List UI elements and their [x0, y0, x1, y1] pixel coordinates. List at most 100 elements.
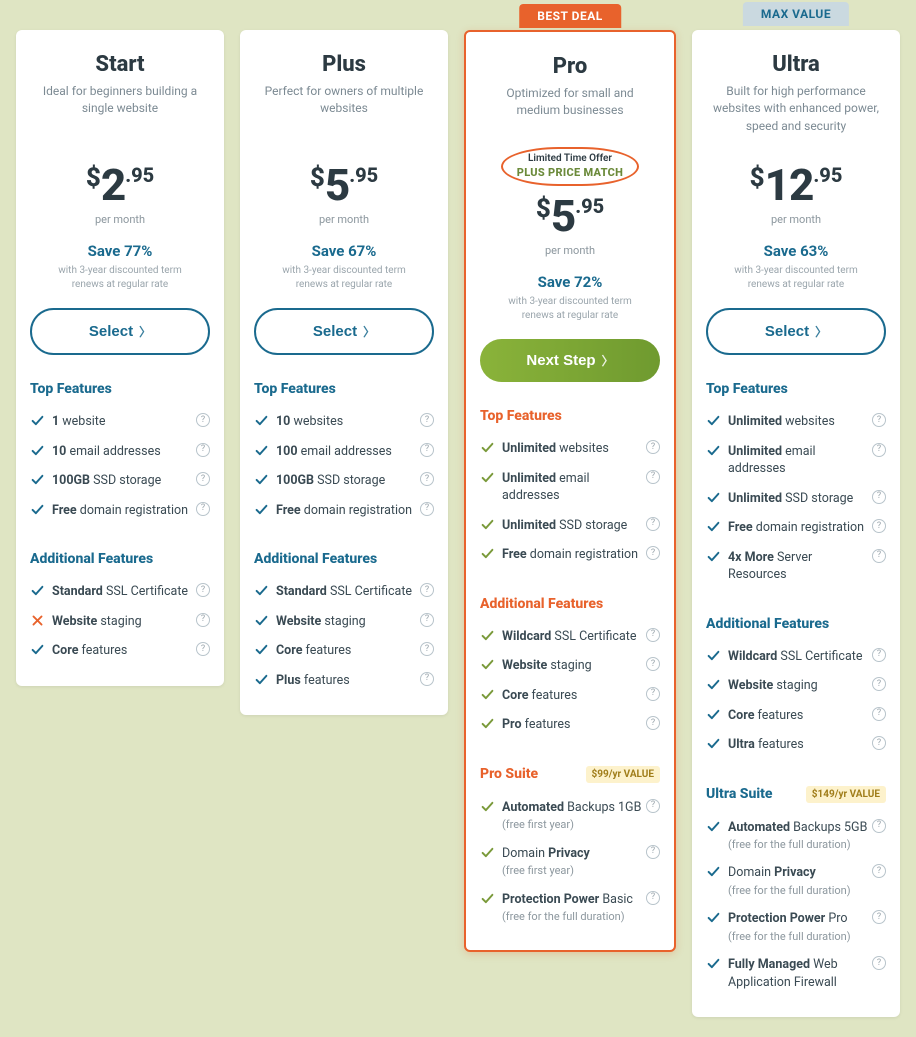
pricing-card-pro: BEST DEALProOptimized for small and medi… [464, 30, 676, 952]
suite-heading-row: Pro Suite$99/yr VALUE [480, 766, 660, 783]
help-icon[interactable]: ? [872, 648, 886, 662]
help-icon[interactable]: ? [420, 443, 434, 457]
suite-heading: Pro Suite [480, 766, 538, 782]
help-icon[interactable]: ? [872, 413, 886, 427]
help-icon[interactable]: ? [872, 519, 886, 533]
feature-pre: Domain [728, 865, 774, 880]
check-icon [706, 957, 720, 970]
feature-rest: Basic [599, 892, 633, 907]
suite-heading: Ultra Suite [706, 786, 773, 802]
plan-description: Perfect for owners of multiple websites [254, 83, 434, 137]
feature-text: Domain Privacy(free for the full duratio… [728, 864, 886, 898]
feature-bold: Unlimited [728, 491, 782, 506]
feature-rest: website [59, 414, 105, 429]
feature-text: Core features [276, 642, 434, 660]
feature-row: Website staging? [480, 651, 660, 681]
feature-bold: Plus [276, 673, 301, 688]
help-icon[interactable]: ? [872, 707, 886, 721]
feature-rest: features [522, 717, 571, 732]
check-icon [30, 503, 44, 516]
feature-bold: Unlimited [502, 518, 556, 533]
offer-line1: Limited Time Offer [517, 153, 623, 166]
help-icon[interactable]: ? [196, 443, 210, 457]
pricing-card-ultra: MAX VALUEUltraBuilt for high performance… [692, 30, 900, 1017]
price-currency: $ [536, 194, 551, 224]
feature-row: Wildcard SSL Certificate? [480, 622, 660, 652]
feature-rest: staging [547, 658, 591, 673]
feature-text: Wildcard SSL Certificate [728, 648, 886, 666]
help-icon[interactable]: ? [196, 642, 210, 656]
feature-rest: SSL Certificate [327, 584, 412, 599]
feature-row: Core features? [254, 636, 434, 666]
per-month: per month [30, 213, 210, 226]
feature-bold: Standard [52, 584, 103, 599]
feature-bold: Pro [502, 717, 522, 732]
help-icon[interactable]: ? [872, 819, 886, 833]
help-icon[interactable]: ? [872, 736, 886, 750]
select-button[interactable]: Select〉 [30, 308, 210, 355]
feature-rest: features [755, 737, 804, 752]
feature-text: Ultra features [728, 736, 886, 754]
feature-sub: (free for the full duration) [728, 837, 868, 852]
check-icon [254, 584, 268, 597]
help-icon[interactable]: ? [196, 472, 210, 486]
feature-bold: 4x More [728, 550, 774, 565]
help-icon[interactable]: ? [420, 613, 434, 627]
additional-features-heading: Additional Features [254, 551, 434, 567]
help-icon[interactable]: ? [646, 687, 660, 701]
check-icon [480, 547, 494, 560]
help-icon[interactable]: ? [646, 470, 660, 484]
help-icon[interactable]: ? [196, 502, 210, 516]
per-month: per month [480, 244, 660, 257]
help-icon[interactable]: ? [646, 845, 660, 859]
price-cents: .95 [575, 194, 604, 218]
feature-rest: websites [782, 414, 835, 429]
check-icon [480, 658, 494, 671]
help-icon[interactable]: ? [420, 502, 434, 516]
help-icon[interactable]: ? [872, 490, 886, 504]
price-whole: 12 [765, 159, 814, 211]
help-icon[interactable]: ? [646, 517, 660, 531]
additional-features-heading: Additional Features [30, 551, 210, 567]
feature-row: Standard SSL Certificate? [30, 577, 210, 607]
help-icon[interactable]: ? [420, 413, 434, 427]
select-button[interactable]: Select〉 [706, 308, 886, 355]
help-icon[interactable]: ? [646, 891, 660, 905]
feature-row: Domain Privacy(free for the full duratio… [706, 858, 886, 904]
feature-text: 100GB SSD storage [52, 472, 210, 490]
help-icon[interactable]: ? [646, 628, 660, 642]
feature-text: Website staging [276, 613, 434, 631]
feature-bold: Free [728, 520, 753, 535]
help-icon[interactable]: ? [420, 583, 434, 597]
feature-row: Fully Managed Web Application Firewall? [706, 950, 886, 997]
check-icon [480, 518, 494, 531]
savings: Save 77% [30, 242, 210, 260]
feature-text: Protection Power Basic(free for the full… [502, 891, 660, 925]
help-icon[interactable]: ? [420, 672, 434, 686]
offer-line2: PLUS PRICE MATCH [517, 166, 623, 180]
price-whole: 2 [101, 159, 125, 211]
help-icon[interactable]: ? [196, 613, 210, 627]
select-button[interactable]: Select〉 [254, 308, 434, 355]
help-icon[interactable]: ? [872, 549, 886, 563]
help-icon[interactable]: ? [196, 413, 210, 427]
feature-row: Pro features? [480, 710, 660, 740]
feature-row: Unlimited SSD storage? [480, 511, 660, 541]
feature-row: Unlimited email addresses? [706, 437, 886, 484]
help-icon[interactable]: ? [196, 583, 210, 597]
feature-text: 100 email addresses [276, 443, 434, 461]
feature-rest: Pro [825, 911, 847, 926]
feature-rest: staging [773, 678, 817, 693]
help-icon[interactable]: ? [420, 472, 434, 486]
help-icon[interactable]: ? [646, 799, 660, 813]
feature-text: Standard SSL Certificate [276, 583, 434, 601]
help-icon[interactable]: ? [872, 443, 886, 457]
feature-text: 10 websites [276, 413, 434, 431]
feature-text: Unlimited email addresses [502, 470, 660, 505]
help-icon[interactable]: ? [872, 677, 886, 691]
feature-row: Standard SSL Certificate? [254, 577, 434, 607]
next-step-button[interactable]: Next Step〉 [480, 339, 660, 382]
help-icon[interactable]: ? [420, 642, 434, 656]
check-icon [480, 471, 494, 484]
feature-row: 100 email addresses? [254, 437, 434, 467]
